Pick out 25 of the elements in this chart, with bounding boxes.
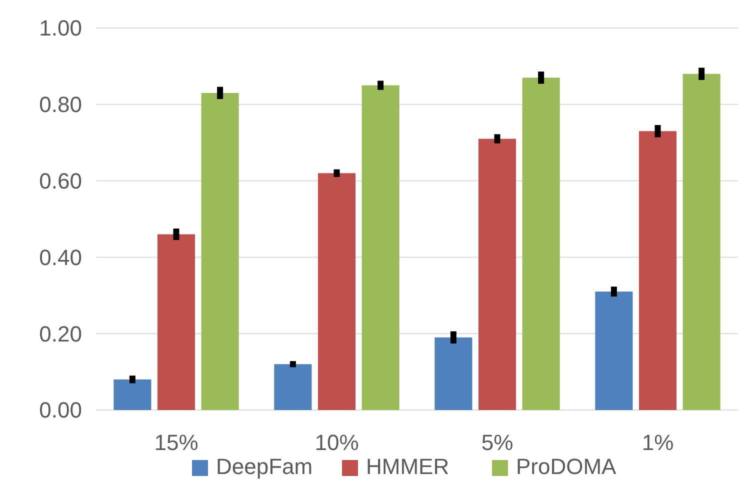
bar	[274, 364, 312, 410]
bar	[522, 78, 560, 410]
bar	[682, 74, 720, 410]
y-tick-label: 0.40	[39, 244, 82, 270]
bar	[362, 85, 400, 410]
bar	[478, 138, 516, 410]
bar	[638, 131, 677, 410]
legend-label: ProDOMA	[516, 454, 617, 479]
x-tick-label: 1%	[642, 430, 674, 455]
y-tick-label: 0.60	[39, 168, 82, 194]
legend-label: HMMER	[366, 454, 450, 479]
y-tick-label: 0.20	[39, 321, 82, 346]
bar	[318, 173, 356, 410]
y-tick-label: 0.80	[39, 92, 82, 118]
bar	[201, 92, 239, 410]
y-tick-label: 1.00	[39, 16, 82, 41]
bar	[434, 337, 472, 410]
x-tick-label: 10%	[314, 430, 359, 455]
bar	[157, 234, 196, 410]
x-tick-label: 5%	[481, 430, 514, 455]
bar	[595, 292, 633, 410]
bar	[114, 379, 152, 410]
legend-label: DeepFam	[216, 454, 313, 479]
y-tick-label: 0.00	[39, 398, 82, 423]
x-tick-label: 15%	[154, 430, 198, 455]
